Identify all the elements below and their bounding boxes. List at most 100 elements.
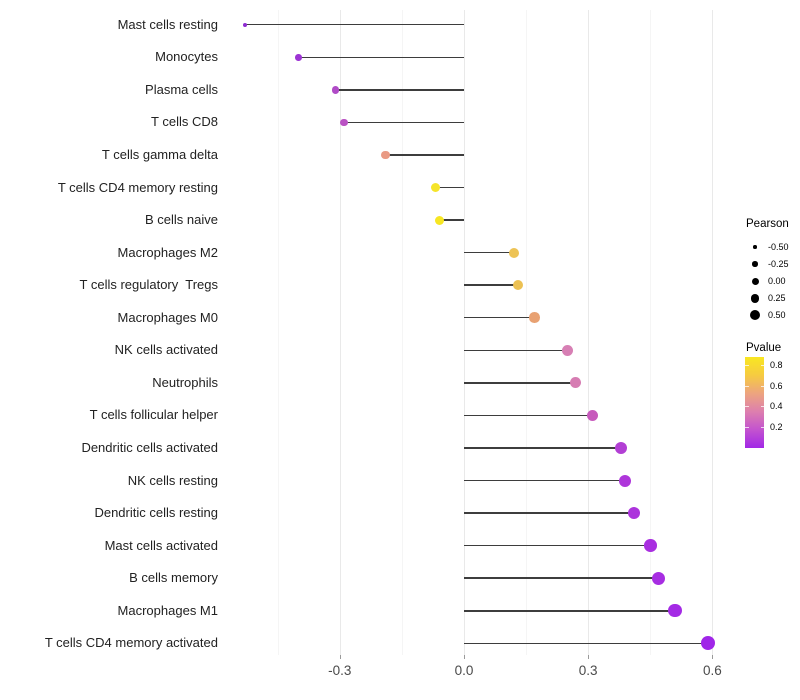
major-gridline <box>339 10 341 655</box>
pvalue-colorbar <box>745 357 764 448</box>
category-label: T cells CD8 <box>151 114 218 130</box>
pvalue-tick-dash <box>745 365 749 366</box>
lollipop-stem <box>464 610 676 612</box>
pvalue-tick-dash <box>760 406 764 408</box>
lollipop-dot <box>508 247 519 258</box>
pvalue-tick-label: 0.6 <box>770 380 783 391</box>
minor-gridline <box>277 10 279 655</box>
lollipop-stem <box>464 512 634 514</box>
x-tick-label: 0.6 <box>703 663 722 678</box>
pvalue-tick-label: 0.4 <box>770 401 783 412</box>
category-label: Macrophages M0 <box>117 309 218 325</box>
legend-pearson-title: Pearson <box>746 218 789 230</box>
lollipop-stem <box>464 382 576 384</box>
lollipop-dot <box>529 312 540 323</box>
lollipop-stem <box>464 577 659 579</box>
category-label: B cells naive <box>145 212 218 228</box>
lollipop-stem <box>464 251 514 254</box>
x-tick-label: 0.3 <box>578 663 598 678</box>
pvalue-tick-dash <box>760 426 764 428</box>
lollipop-dot <box>430 183 440 192</box>
category-label: Macrophages M2 <box>117 244 218 260</box>
pearson-legend-label: 0.25 <box>768 293 786 304</box>
lollipop-stem <box>298 56 464 58</box>
lollipop-dot <box>295 54 302 61</box>
lollipop-dot <box>652 571 666 585</box>
lollipop-dot <box>331 86 340 94</box>
pearson-legend-dot <box>752 261 758 267</box>
category-label: Mast cells resting <box>117 16 218 32</box>
x-tick-label: 0.0 <box>454 663 474 678</box>
lollipop-dot <box>615 441 628 454</box>
lollipop-dot <box>381 150 390 160</box>
x-axis-tick <box>588 655 590 659</box>
category-label: T cells gamma delta <box>101 146 218 162</box>
category-label: Mast cells activated <box>104 537 218 553</box>
category-label: T cells CD4 memory activated <box>44 635 218 651</box>
lollipop-stem <box>335 89 464 91</box>
major-gridline <box>588 10 590 655</box>
lollipop-stem <box>464 544 651 547</box>
x-tick-label: -0.3 <box>328 663 352 678</box>
x-axis-tick <box>464 655 465 659</box>
category-label: Dendritic cells activated <box>81 439 218 455</box>
x-axis-tick <box>339 655 341 659</box>
lollipop-dot <box>644 539 657 552</box>
pearson-legend-dot <box>751 277 759 285</box>
category-label: Monocytes <box>155 49 218 65</box>
pvalue-tick-dash <box>745 385 749 387</box>
lollipop-dot <box>340 118 348 127</box>
pearson-legend-dot <box>753 245 757 249</box>
lollipop-dot <box>668 604 682 618</box>
lollipop-dot <box>627 507 640 520</box>
lollipop-stem <box>464 414 593 417</box>
lollipop-dot <box>242 22 247 27</box>
lollipop-dot <box>701 636 716 651</box>
legend-pvalue-title: Pvalue <box>746 342 782 354</box>
pearson-legend-label: 0.00 <box>768 276 786 287</box>
pvalue-tick-dash <box>760 365 764 366</box>
lollipop-stem <box>464 316 535 319</box>
category-label: T cells follicular helper <box>89 407 218 423</box>
category-label: T cells CD4 memory resting <box>57 179 218 195</box>
lollipop-stem <box>435 186 464 189</box>
category-label: NK cells resting <box>127 472 218 488</box>
lollipop-stem <box>464 447 622 449</box>
pearson-legend-dot <box>750 294 760 303</box>
minor-gridline <box>526 10 528 655</box>
lollipop-stem <box>385 154 464 156</box>
pearson-legend-label: 0.50 <box>768 310 786 321</box>
category-label: Plasma cells <box>145 81 218 97</box>
category-label: NK cells activated <box>114 342 218 358</box>
lollipop-stem <box>244 23 464 26</box>
lollipop-stem <box>343 121 464 124</box>
lollipop-stem <box>464 642 709 645</box>
pearson-legend-label: -0.25 <box>768 259 789 270</box>
lollipop-dot <box>434 215 444 225</box>
lollipop-stem <box>464 349 568 352</box>
minor-gridline <box>650 10 652 655</box>
minor-gridline <box>401 10 403 655</box>
x-axis-tick <box>712 655 714 659</box>
major-gridline <box>712 10 714 655</box>
lollipop-stem <box>464 479 626 482</box>
pvalue-tick-dash <box>745 406 749 408</box>
major-gridline <box>464 10 465 655</box>
lollipop-dot <box>619 474 632 487</box>
pvalue-tick-dash <box>745 426 749 428</box>
lollipop-stem <box>439 219 464 221</box>
lollipop-dot <box>586 409 599 422</box>
lollipop-stem <box>464 284 518 286</box>
pearson-legend-label: -0.50 <box>768 242 789 252</box>
lollipop-dot <box>570 377 582 389</box>
category-label: T cells regulatory Tregs <box>79 277 218 293</box>
pvalue-tick-dash <box>760 385 764 387</box>
category-label: Neutrophils <box>152 374 218 390</box>
lollipop-dot <box>562 344 573 356</box>
category-label: B cells memory <box>129 570 218 586</box>
category-label: Dendritic cells resting <box>94 505 218 521</box>
pearson-legend-dot <box>750 310 760 321</box>
lollipop-dot <box>512 280 523 291</box>
pvalue-tick-label: 0.8 <box>770 360 783 370</box>
